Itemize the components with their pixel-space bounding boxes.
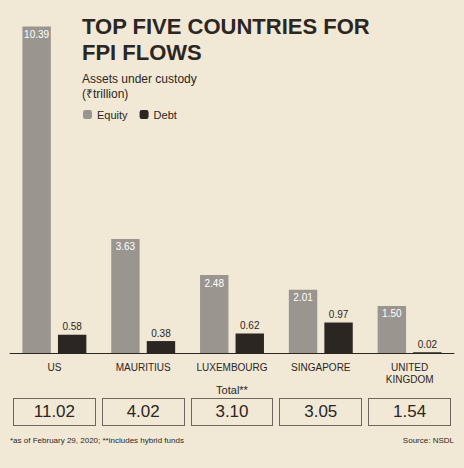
svg-text:LUXEMBOURG: LUXEMBOURG xyxy=(196,362,267,373)
html-text:Source: NSDL: Source: NSDL xyxy=(402,436,454,445)
svg-text:US: US xyxy=(47,362,61,373)
svg-text:Debt: Debt xyxy=(154,109,177,121)
svg-text:KINGDOM: KINGDOM xyxy=(386,374,434,385)
svg-text:2.01: 2.01 xyxy=(293,292,313,303)
svg-text:0.02: 0.02 xyxy=(418,339,438,350)
html-text:*as of February 29, 2020; **in: *as of February 29, 2020; **includes hyb… xyxy=(10,436,184,445)
svg-text:0.97: 0.97 xyxy=(329,309,349,320)
svg-text:3.63: 3.63 xyxy=(116,241,136,252)
html-text:11.02: 11.02 xyxy=(33,402,75,421)
html-text:4.02: 4.02 xyxy=(126,402,160,421)
svg-text:Equity: Equity xyxy=(97,109,128,121)
html-text:3.10: 3.10 xyxy=(215,402,249,421)
svg-text:2.48: 2.48 xyxy=(205,278,225,289)
html-text:TOP FIVE COUNTRIES FOR FPI FLO: TOP FIVE COUNTRIES FOR FPI FLOWS xyxy=(82,14,370,65)
html-text:1.54: 1.54 xyxy=(393,402,427,421)
svg-text:UNITED: UNITED xyxy=(391,362,428,373)
svg-text:SINGAPORE: SINGAPORE xyxy=(291,362,351,373)
svg-text:0.58: 0.58 xyxy=(62,321,82,332)
html-text:Total**: Total** xyxy=(216,384,248,396)
svg-text:1.50: 1.50 xyxy=(382,308,402,319)
svg-text:0.38: 0.38 xyxy=(151,328,171,339)
svg-text:MAURITIUS: MAURITIUS xyxy=(116,362,171,373)
svg-text:0.62: 0.62 xyxy=(240,320,260,331)
svg-text:10.39: 10.39 xyxy=(24,29,49,40)
html-text:Assets under custody (₹trillio: Assets under custody (₹trillion) xyxy=(82,72,197,101)
html-text:3.05: 3.05 xyxy=(304,402,338,421)
